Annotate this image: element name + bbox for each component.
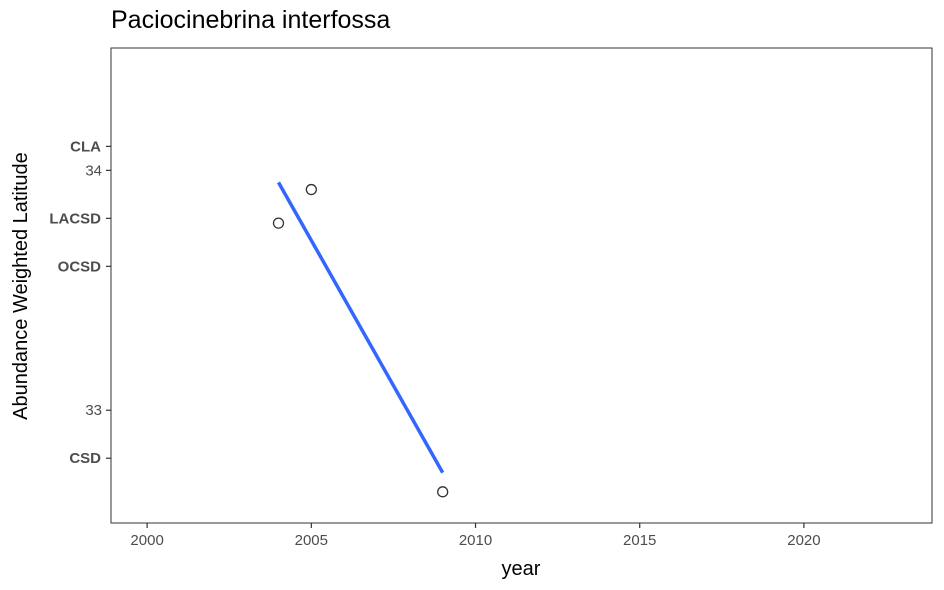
x-axis-title: year	[502, 558, 541, 580]
chart-title: Paciocinebrina interfossa	[111, 6, 391, 34]
y-axis: 33 34	[85, 162, 111, 419]
y-tick-label: 34	[85, 162, 102, 179]
points-layer	[272, 183, 449, 498]
site-tick-label: CSD	[69, 450, 101, 467]
x-tick-label: 2000	[130, 532, 163, 549]
y-axis-title: Abundance Weighted Latitude	[10, 152, 32, 420]
site-axis: CLA LACSD OCSD CSD	[49, 138, 111, 467]
site-tick-label: LACSD	[49, 210, 101, 227]
data-point	[437, 486, 449, 498]
y-tick-label: 33	[85, 402, 102, 419]
trend-line	[276, 181, 445, 474]
x-tick-label: 2010	[459, 532, 492, 549]
site-tick-label: OCSD	[58, 258, 102, 275]
data-point	[272, 217, 285, 229]
data-point	[305, 183, 317, 196]
x-axis: 2000 2005 2010 2015 2020	[130, 523, 821, 549]
x-tick-label: 2020	[787, 532, 820, 549]
trend-layer	[276, 181, 445, 474]
plot-panel	[110, 47, 933, 524]
x-tick-label: 2015	[623, 532, 656, 549]
site-tick-label: CLA	[70, 138, 101, 155]
x-tick-label: 2005	[295, 532, 328, 549]
